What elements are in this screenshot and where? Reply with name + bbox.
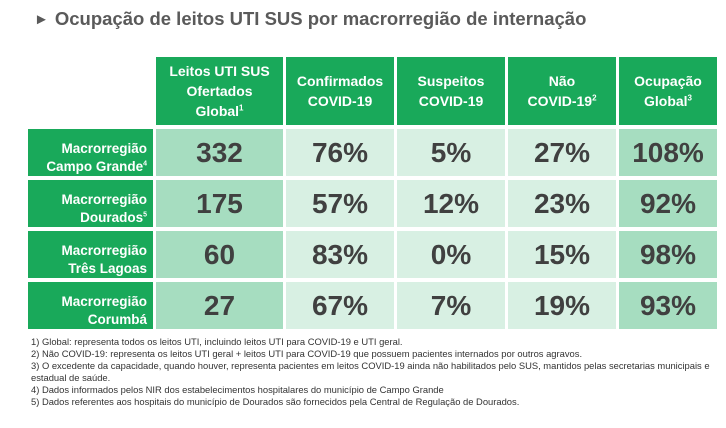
footnote: 1) Global: representa todos os leitos UT… (31, 336, 403, 347)
table-cell: 0% (397, 231, 505, 278)
table-corner (28, 57, 153, 125)
column-header-confirmados: Confirmados COVID-19 (286, 57, 394, 125)
footnotes: 1) Global: representa todos os leitos UT… (31, 336, 711, 407)
footnote: 5) Dados referentes aos hospitais do mun… (31, 395, 520, 407)
table-cell: 12% (397, 180, 505, 227)
table-cell: 23% (508, 180, 616, 227)
table-cell: 92% (619, 180, 717, 227)
column-header-ocupacao: Ocupação Global3 (619, 57, 717, 125)
table-cell: 57% (286, 180, 394, 227)
row-header-corumba: Macrorregião Corumbá (28, 282, 153, 329)
row-header-campo-grande: Macrorregião Campo Grande4 (28, 129, 153, 176)
table-cell: 60 (156, 231, 283, 278)
table-cell: 19% (508, 282, 616, 329)
column-header-leitos: Leitos UTI SUS Ofertados Global1 (156, 57, 283, 125)
table-cell: 175 (156, 180, 283, 227)
table-cell: 98% (619, 231, 717, 278)
column-header-nao-covid: Não COVID-192 (508, 57, 616, 125)
row-header-dourados: Macrorregião Dourados5 (28, 180, 153, 227)
table-cell: 76% (286, 129, 394, 176)
table-cell: 83% (286, 231, 394, 278)
table-cell: 7% (397, 282, 505, 329)
table-cell: 15% (508, 231, 616, 278)
table-cell: 67% (286, 282, 394, 329)
page-title: ► Ocupação de leitos UTI SUS por macrorr… (34, 6, 586, 32)
footnote: 2) Não COVID-19: representa os leitos UT… (31, 347, 583, 359)
table-cell: 332 (156, 129, 283, 176)
occupancy-table: Leitos UTI SUS Ofertados Global1 Confirm… (28, 57, 717, 329)
table-cell: 27% (508, 129, 616, 176)
table-cell: 93% (619, 282, 717, 329)
triangle-right-icon: ► (34, 10, 49, 28)
table-cell: 27 (156, 282, 283, 329)
row-header-tres-lagoas: Macrorregião Três Lagoas (28, 231, 153, 278)
footnote: 4) Dados informados pelos NIR dos estabe… (31, 383, 444, 395)
footnote: 3) O excedente da capacidade, quando hou… (31, 359, 710, 383)
table-cell: 5% (397, 129, 505, 176)
table-cell: 108% (619, 129, 717, 176)
title-text: Ocupação de leitos UTI SUS por macrorreg… (54, 8, 587, 29)
column-header-suspeitos: Suspeitos COVID-19 (397, 57, 505, 125)
